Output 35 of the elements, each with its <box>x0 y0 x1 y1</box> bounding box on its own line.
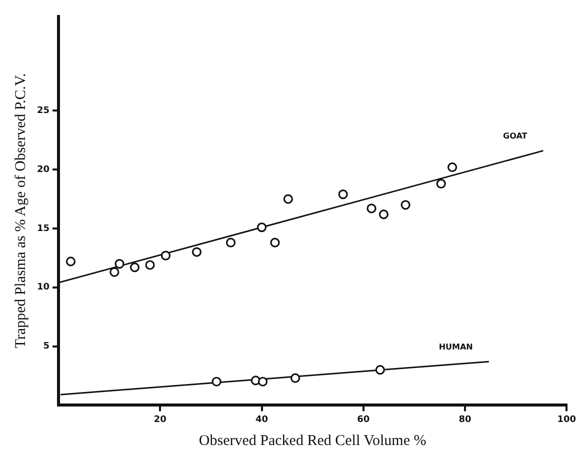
point <box>378 210 388 220</box>
point <box>447 162 458 172</box>
y-tick-label: 20 <box>36 164 50 175</box>
series-label: HUMAN <box>438 342 473 352</box>
x-tick-label: 20 <box>154 414 166 425</box>
point <box>192 247 202 257</box>
point <box>256 222 267 232</box>
series-label: GOAT <box>503 132 528 141</box>
point <box>212 376 222 386</box>
point <box>130 262 140 272</box>
point <box>375 365 385 375</box>
point <box>400 200 410 210</box>
point <box>366 204 376 214</box>
point <box>258 376 268 386</box>
x-tick-label: 40 <box>255 414 268 425</box>
point <box>66 256 76 266</box>
point <box>270 238 280 248</box>
point <box>338 190 348 200</box>
y-tick-label: 15 <box>36 224 50 234</box>
y-axis-title: Trapped Plasma as % Age of Observed P.C.V. <box>12 73 29 348</box>
y-tick-label: 5 <box>43 342 50 352</box>
x-tick-label: 60 <box>357 414 370 425</box>
point <box>226 238 236 248</box>
x-axis-title: Observed Packed Red Cell Volume % <box>198 432 426 449</box>
x-tick-label: 80 <box>458 414 472 425</box>
y-tick-label: 10 <box>36 282 50 293</box>
point <box>145 260 155 270</box>
y-tick-label: 25 <box>36 106 50 116</box>
point <box>114 259 124 269</box>
x-tick-label: 100 <box>557 414 576 425</box>
point <box>160 250 171 260</box>
point <box>283 194 293 204</box>
point <box>110 267 120 277</box>
point <box>436 178 446 188</box>
point <box>290 373 300 383</box>
